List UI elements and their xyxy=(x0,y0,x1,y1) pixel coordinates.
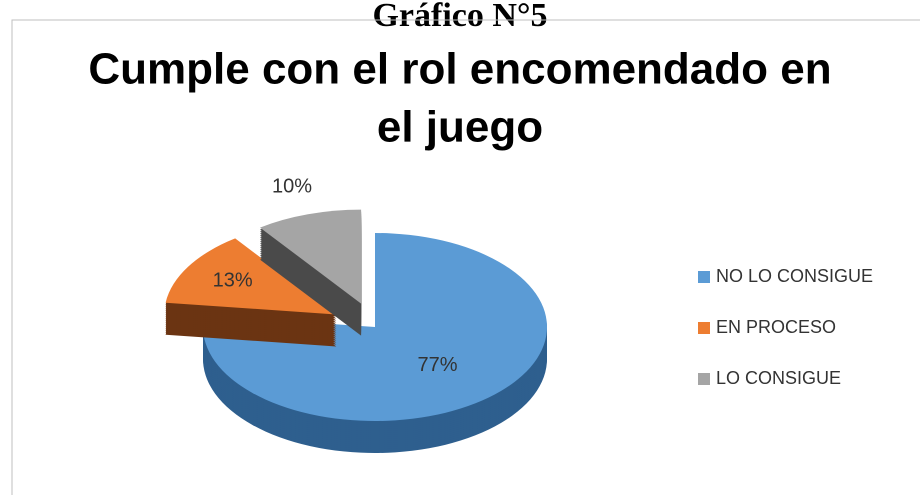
chart-title-line: el juego xyxy=(377,103,543,152)
legend-swatch xyxy=(698,271,710,283)
slice xyxy=(203,233,547,421)
data-label: 10% xyxy=(272,176,312,198)
data-label: 13% xyxy=(213,269,253,291)
legend-swatch xyxy=(698,322,710,334)
legend-swatch xyxy=(698,373,710,385)
legend-label: EN PROCESO xyxy=(716,317,836,337)
slice-group xyxy=(165,238,337,347)
slice xyxy=(259,209,362,304)
chart-title: Cumple con el rol encomendado en xyxy=(88,45,831,94)
data-label: 77% xyxy=(418,354,458,376)
legend-label: LO CONSIGUE xyxy=(716,368,841,388)
slice-group xyxy=(203,233,547,453)
page-header: Gráfico N°5 xyxy=(372,0,547,34)
slice xyxy=(165,238,337,315)
slice-group xyxy=(259,209,362,336)
legend-label: NO LO CONSIGUE xyxy=(716,266,873,286)
chart-border xyxy=(11,19,920,495)
